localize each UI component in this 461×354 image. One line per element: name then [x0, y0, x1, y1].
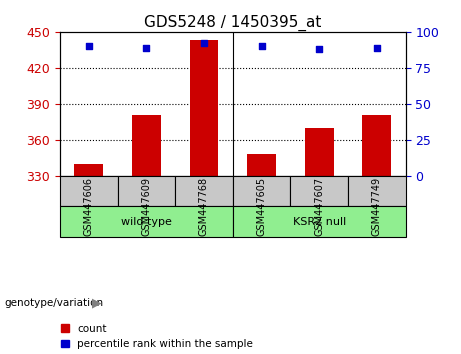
Point: [258, 44, 266, 49]
Bar: [362, 114, 391, 176]
Text: genotype/variation: genotype/variation: [5, 298, 104, 308]
Text: KSR2 null: KSR2 null: [293, 217, 346, 227]
Bar: [132, 114, 161, 176]
Bar: [118, 176, 175, 206]
Point: [373, 45, 381, 51]
Bar: [74, 164, 103, 176]
Bar: [233, 176, 290, 206]
Text: GSM447749: GSM447749: [372, 177, 382, 236]
Legend: count, percentile rank within the sample: count, percentile rank within the sample: [60, 324, 253, 349]
Title: GDS5248 / 1450395_at: GDS5248 / 1450395_at: [144, 14, 321, 30]
Bar: [60, 206, 233, 237]
Text: wild type: wild type: [121, 217, 172, 227]
Bar: [60, 176, 118, 206]
Bar: [189, 40, 219, 176]
Text: ▶: ▶: [92, 296, 102, 309]
Point: [85, 44, 92, 49]
Text: GSM447607: GSM447607: [314, 177, 324, 236]
Bar: [290, 176, 348, 206]
Bar: [305, 128, 334, 176]
Text: GSM447609: GSM447609: [142, 177, 151, 236]
Text: GSM447605: GSM447605: [257, 177, 266, 236]
Point: [200, 40, 207, 46]
Text: GSM447606: GSM447606: [84, 177, 94, 236]
Point: [142, 45, 150, 51]
Bar: [233, 206, 406, 237]
Point: [315, 46, 323, 52]
Bar: [247, 154, 276, 176]
Bar: [348, 176, 406, 206]
Bar: [175, 176, 233, 206]
Text: GSM447768: GSM447768: [199, 177, 209, 236]
